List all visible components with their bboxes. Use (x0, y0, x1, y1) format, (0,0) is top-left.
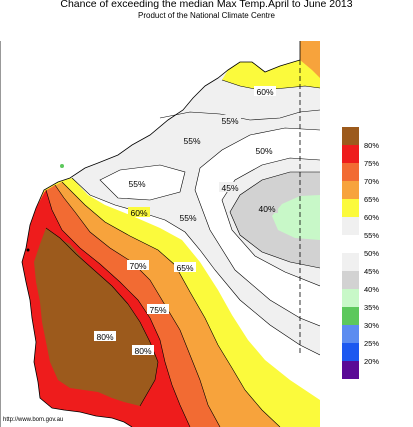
probability-map: 60% 55% 55% 50% 55% 45% 60% 55% 40% 70% … (0, 41, 320, 427)
contour-label: 55% (179, 213, 196, 223)
contour-label: 60% (130, 208, 147, 218)
legend-swatch (342, 289, 359, 307)
contour-label: 65% (176, 263, 193, 273)
island-marker (26, 248, 30, 252)
map-title: Chance of exceeding the median Max Temp.… (60, 0, 353, 10)
island-marker (60, 164, 64, 168)
band-60-north (222, 41, 320, 90)
contour-label: 55% (128, 179, 145, 189)
legend-swatch (342, 361, 359, 379)
legend-swatch (342, 181, 359, 199)
legend-label: 75% (364, 159, 380, 168)
legend-swatch (342, 235, 359, 253)
contour-label: 40% (258, 204, 275, 214)
legend-label: 25% (364, 339, 380, 348)
legend-label: 20% (364, 357, 380, 366)
legend-label: 35% (364, 303, 380, 312)
band-35 (272, 195, 320, 240)
legend-swatch (342, 253, 359, 271)
contour-label: 50% (255, 146, 272, 156)
legend-swatch (342, 307, 359, 325)
legend-label: 60% (364, 213, 380, 222)
legend-swatch (342, 343, 359, 361)
contour-label: 70% (129, 261, 146, 271)
contour-label: 80% (134, 346, 151, 356)
contour-label: 45% (221, 183, 238, 193)
legend: 80% 75% 70% 65% 60% 55% 50% 45% 40% 35% … (342, 127, 412, 397)
legend-swatch (342, 199, 359, 217)
contour-label: 55% (183, 136, 200, 146)
ocean-west (0, 41, 300, 427)
map-panel: 60% 55% 55% 50% 55% 45% 60% 55% 40% 70% … (0, 41, 320, 427)
contour-label: 80% (96, 332, 113, 342)
contour-label: 55% (221, 116, 238, 126)
legend-swatch (342, 163, 359, 181)
legend-label: 40% (364, 285, 380, 294)
legend-swatch (342, 127, 359, 145)
legend-swatch (342, 325, 359, 343)
legend-swatch (342, 271, 359, 289)
map-subtitle: Product of the National Climate Centre (138, 11, 275, 20)
legend-label: 30% (364, 321, 380, 330)
legend-swatch (342, 217, 359, 235)
footer-url: http://www.bom.gov.au (3, 417, 64, 423)
band-80-inner (48, 238, 90, 292)
legend-label: 55% (364, 231, 380, 240)
legend-label: 80% (364, 141, 380, 150)
contour-label: 60% (256, 87, 273, 97)
contour-label: 75% (149, 305, 166, 315)
band-65-north (300, 41, 320, 78)
legend-swatch (342, 145, 359, 163)
coastline (0, 41, 301, 427)
legend-label: 50% (364, 249, 380, 258)
legend-label: 45% (364, 267, 380, 276)
legend-label: 65% (364, 195, 380, 204)
legend-label: 70% (364, 177, 380, 186)
